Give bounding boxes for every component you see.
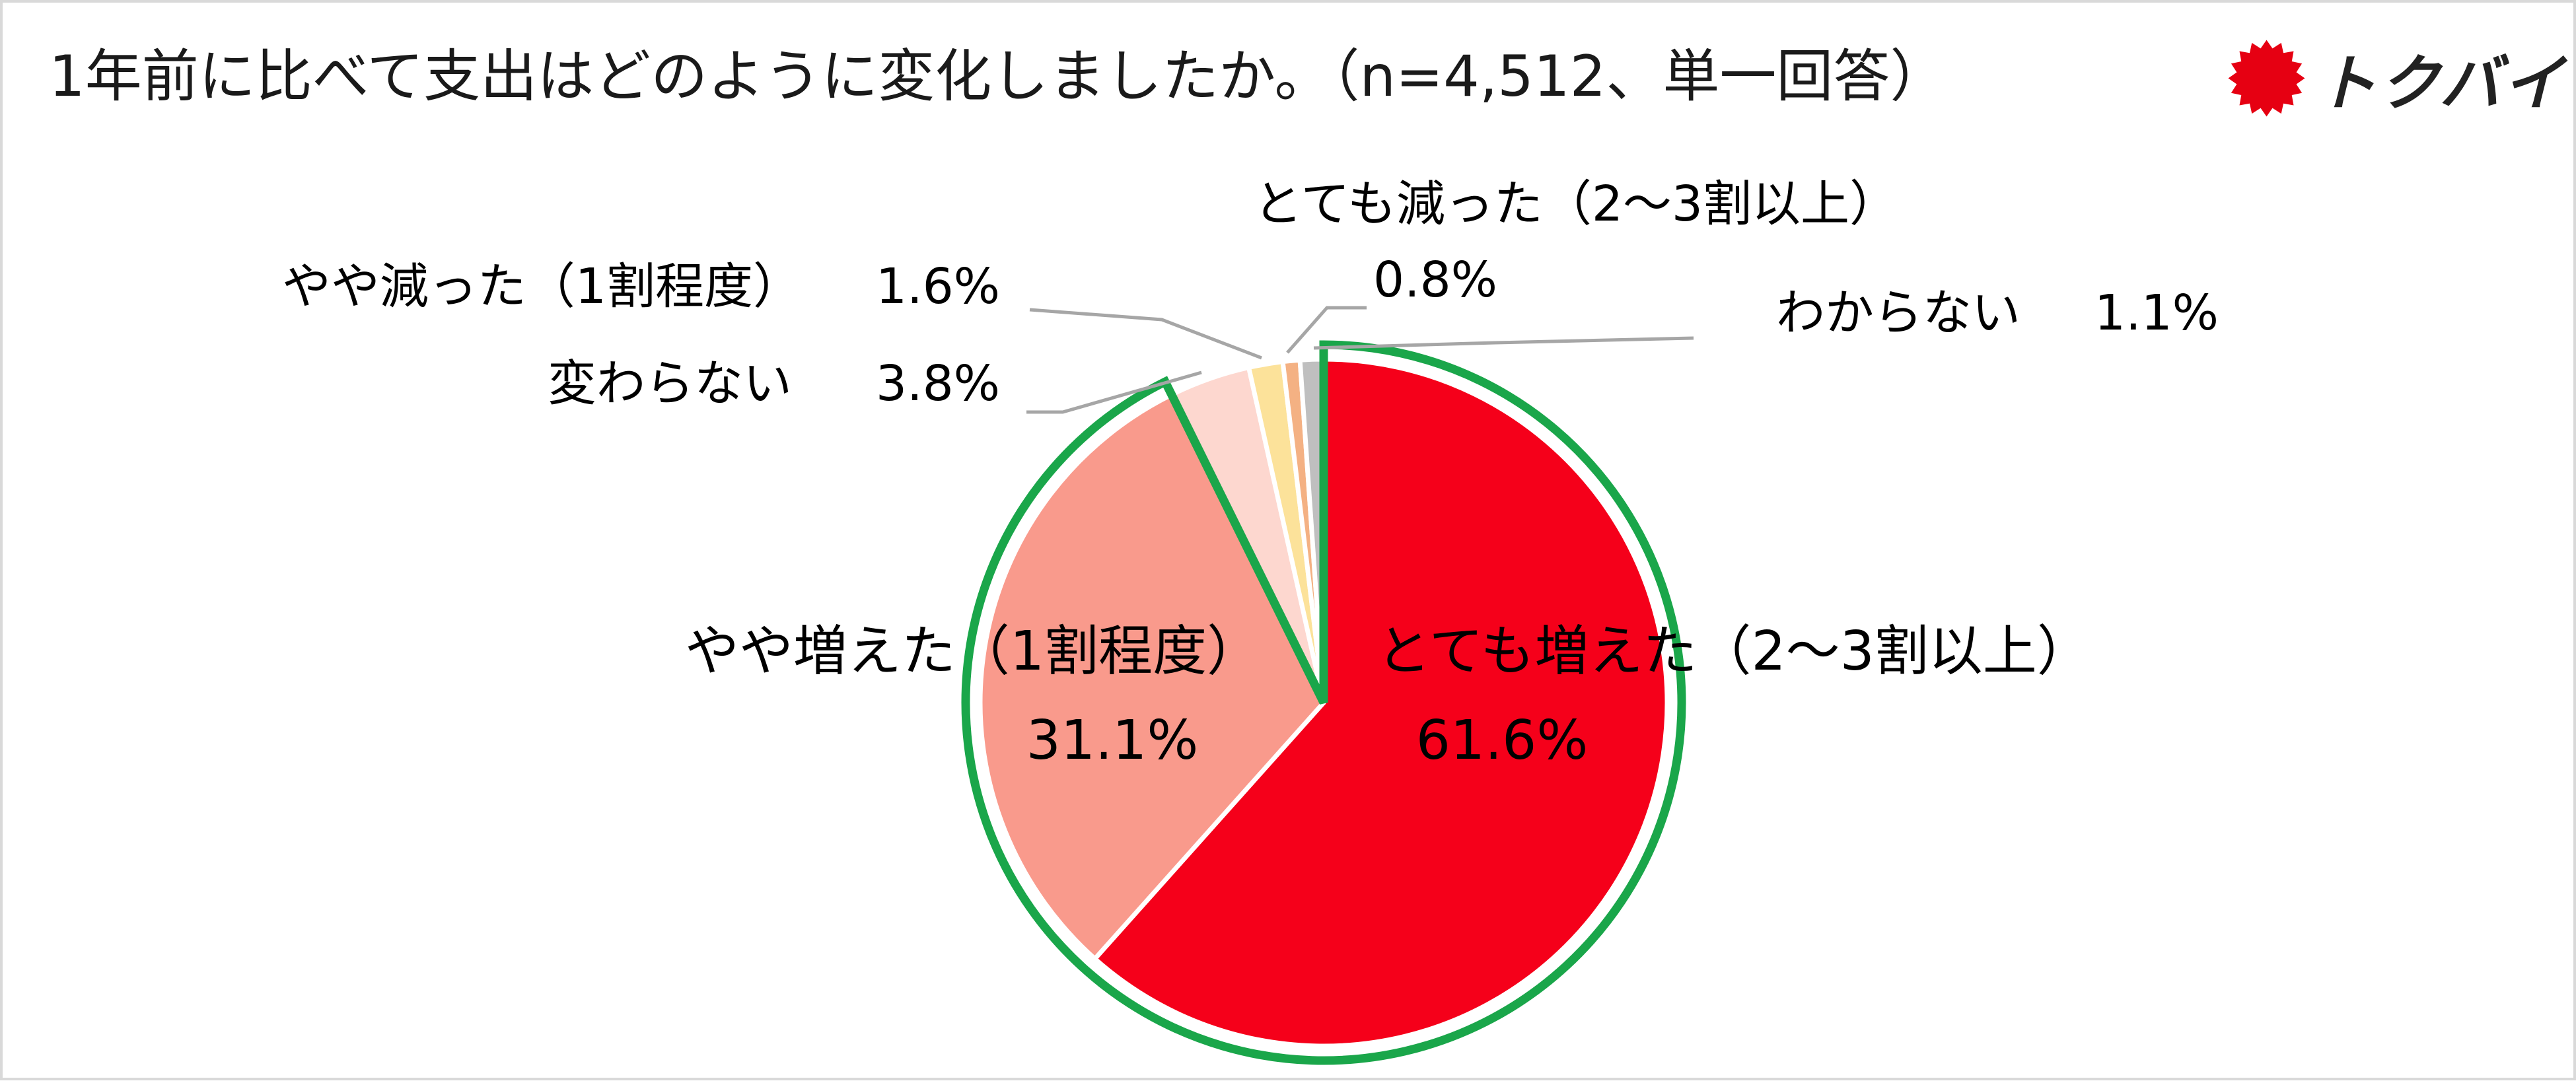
slice-label-6: わからない [1776, 285, 2021, 341]
slice-value-3: 3.8% [876, 355, 1000, 412]
leader-line-4 [1029, 308, 1262, 360]
leader-line-5 [1286, 306, 1367, 354]
leader-line-6 [1313, 336, 1694, 350]
slice-label-1: とても増えた（2〜3割以上） [1377, 620, 2091, 683]
slice-value-6: 1.1% [2094, 285, 2219, 341]
brand-logo: トクバイ [2225, 37, 2566, 120]
leader-line-3 [1026, 370, 1202, 414]
slice-label-2: やや増えた（1割程度） [685, 620, 1261, 683]
slice-label-3: 変わらない [548, 355, 792, 412]
brand-name: トクバイ [2316, 48, 2567, 119]
pie-slice-1 [1092, 357, 1670, 1049]
slice-value-4: 1.6% [876, 258, 1000, 315]
slice-label-5: とても減った（2〜3割以上） [1254, 176, 1898, 232]
slice-value-1: 61.6% [1416, 709, 1589, 772]
slice-label-4: やや減った（1割程度） [282, 258, 802, 315]
slice-value-2: 31.1% [1026, 709, 1199, 772]
pie-chart: とても増えた（2〜3割以上） 61.6% やや増えた（1割程度） 31.1% 変わらない… [282, 176, 2219, 1065]
red-sun-icon [2228, 40, 2305, 117]
slice-value-5: 0.8% [1373, 252, 1497, 308]
highlight-outline [961, 340, 1686, 1065]
chart-title: 1年前に比べて支出はどのように変化しましたか。（n=4,512、単一回答） [49, 44, 1947, 110]
